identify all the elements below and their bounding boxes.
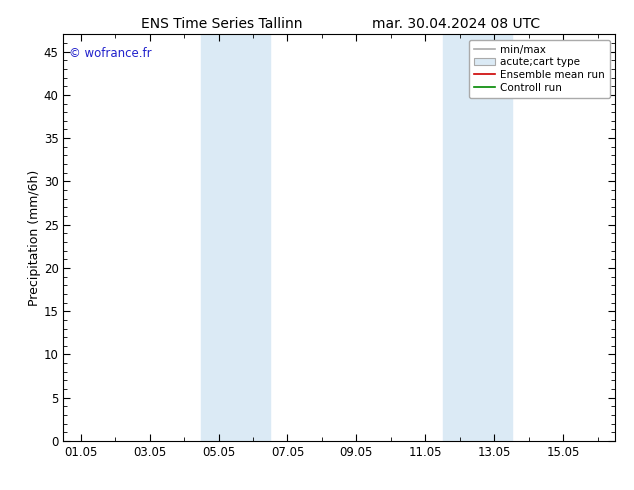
Text: mar. 30.04.2024 08 UTC: mar. 30.04.2024 08 UTC: [372, 17, 541, 31]
Bar: [443, 34, 512, 441]
Bar: [202, 34, 270, 441]
Legend: min/max, acute;cart type, Ensemble mean run, Controll run: min/max, acute;cart type, Ensemble mean …: [469, 40, 610, 98]
Y-axis label: Precipitation (mm/6h): Precipitation (mm/6h): [28, 170, 41, 306]
Text: © wofrance.fr: © wofrance.fr: [69, 47, 152, 59]
Text: ENS Time Series Tallinn: ENS Time Series Tallinn: [141, 17, 302, 31]
